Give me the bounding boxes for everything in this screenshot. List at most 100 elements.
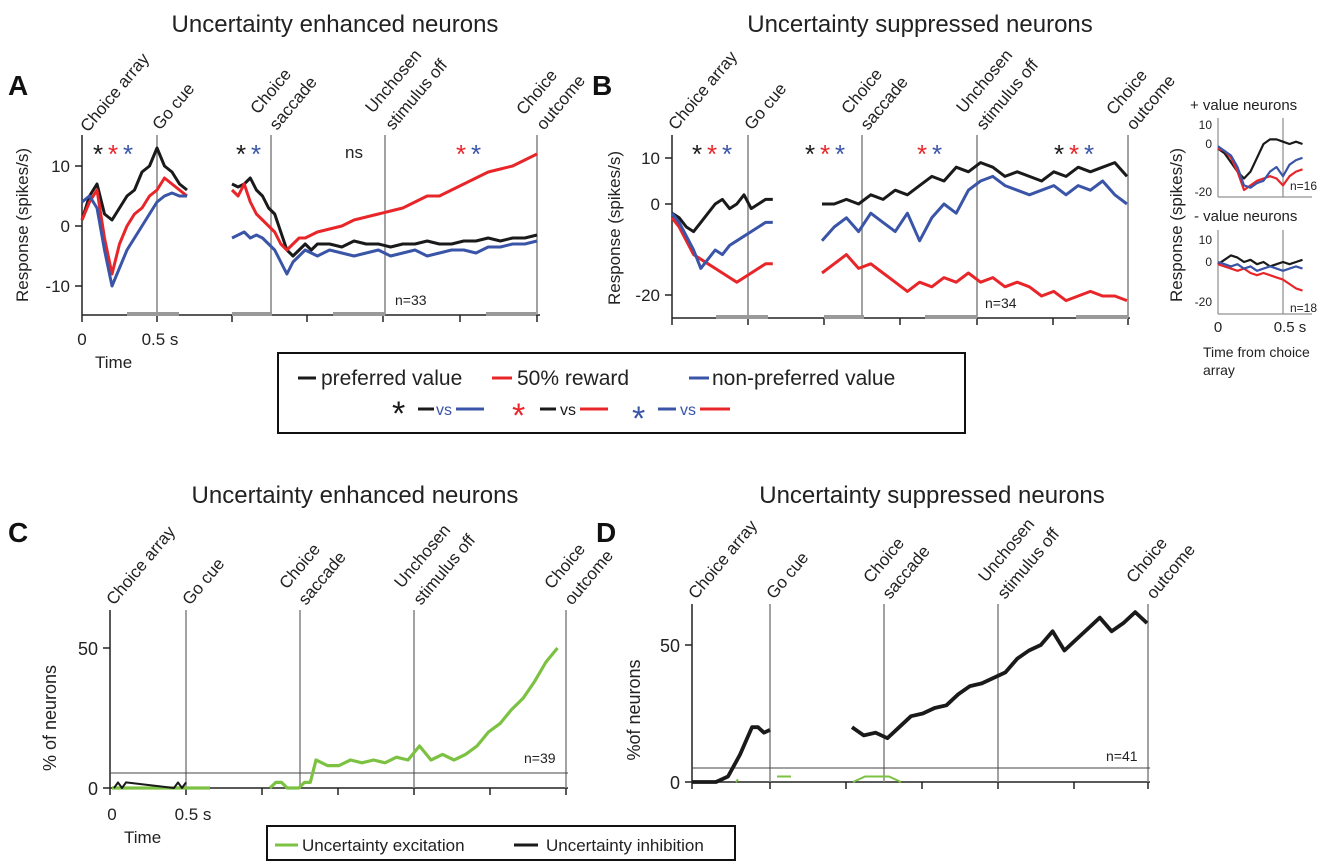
legend-star-red: * — [512, 397, 525, 435]
panel-b-series — [670, 161, 1129, 303]
series-line-uncertainty-excitation — [268, 646, 559, 790]
star-red: * — [1069, 139, 1079, 169]
series-line-non-preferred-value — [81, 191, 187, 288]
panel-d: 50 0 %of neurons Choice array Go cue Cho… — [624, 515, 1199, 793]
legend-vs: vs — [436, 402, 452, 419]
panel-a-y-ticks — [75, 165, 82, 287]
star-blue: * — [123, 139, 133, 169]
star-red: * — [456, 139, 466, 169]
epoch-bar — [1076, 315, 1128, 319]
panel-cd-left-title: Uncertainty enhanced neurons — [192, 482, 519, 509]
legend-ab: preferred value 50% reward non-preferred… — [277, 352, 966, 438]
legend-vs: vs — [680, 402, 696, 419]
legend-ab-box — [277, 352, 966, 434]
panel-letter-a: A — [8, 70, 28, 101]
panel-a-event-go-cue: Go cue — [149, 79, 199, 133]
panel-ab-right-title: Uncertainty suppressed neurons — [747, 11, 1093, 38]
star-red: * — [108, 139, 118, 169]
star-black: * — [1054, 139, 1064, 169]
panel-b-inset: + value neurons - value neurons 10 0 -20… — [1167, 97, 1317, 378]
legend-label-inhibition: Uncertainty inhibition — [546, 836, 704, 855]
panel-b-x-ticks — [671, 318, 1129, 325]
series-line-non-preferred-value — [1217, 260, 1303, 272]
legend-cd: Uncertainty excitation Uncertainty inhib… — [266, 825, 736, 861]
panel-a: 10 0 -10 Response (spikes/s) 0 0.5 s Tim… — [13, 46, 589, 372]
panel-c-x-ticks — [109, 788, 567, 795]
series-line-preferred-value — [80, 146, 188, 222]
series-line-50-reward — [670, 216, 773, 284]
panel-a-y-tick-label: 10 — [51, 157, 70, 176]
series-line-uncertainty-inhibition — [850, 610, 1149, 741]
panel-c-ylabel: % of neurons — [40, 665, 60, 771]
legend-vs: vs — [560, 402, 576, 419]
star-red: * — [820, 139, 830, 169]
panel-a-y-tick-label: 0 — [61, 217, 70, 236]
panel-d-event-go-cue: Go cue — [763, 548, 813, 602]
panel-b-epoch-bars — [716, 315, 1128, 319]
star-red: * — [707, 139, 717, 169]
series-line-preferred-value — [1217, 138, 1303, 180]
series-line-50-reward — [821, 253, 1128, 303]
legend-cd-box — [266, 825, 736, 861]
series-line-non-preferred-value — [1217, 145, 1303, 189]
epoch-bar — [333, 312, 385, 316]
panel-b-n: n=34 — [985, 295, 1017, 311]
star-black: * — [93, 139, 103, 169]
panel-b-y-tick-label: 10 — [641, 149, 660, 168]
panel-b-ylabel: Response (spikes/s) — [605, 151, 624, 305]
panel-ab-left-title: Uncertainty enhanced neurons — [172, 11, 499, 38]
panel-letter-c: C — [8, 517, 28, 548]
inset-y-label: Response (spikes/s) — [1167, 148, 1186, 302]
epoch-bar — [716, 315, 768, 319]
inset-top-n: n=16 — [1290, 179, 1317, 193]
panel-a-x-tick-0: 0 — [77, 330, 86, 349]
series-line-preferred-value — [1217, 254, 1303, 268]
series-line-uncertainty-excitation — [852, 775, 902, 783]
panel-c-y-tick-label: 0 — [88, 779, 98, 799]
star-blue: * — [471, 139, 481, 169]
panel-b-event-go-cue: Go cue — [741, 79, 791, 133]
panel-b-event-choice-array: Choice array — [665, 47, 742, 133]
panel-c-y-tick-label: 50 — [78, 639, 98, 659]
series-line-50-reward — [1217, 263, 1303, 292]
series-line-non-preferred-value — [820, 174, 1128, 243]
panel-b-y-tick-label: -20 — [635, 286, 660, 305]
inset-bottom-series — [1217, 254, 1303, 292]
star-blue: * — [835, 139, 845, 169]
epoch-bar — [486, 312, 536, 316]
star-black: * — [236, 139, 246, 169]
epoch-bar — [232, 312, 272, 316]
inset-bottom-y-tick: -20 — [1195, 295, 1213, 309]
legend-label-nonpreferred: non-preferred value — [712, 367, 895, 390]
panel-letter-b: B — [592, 70, 612, 101]
epoch-bar — [824, 315, 864, 319]
panel-c-series — [112, 646, 559, 790]
star-red: * — [917, 139, 927, 169]
series-line-preferred-value — [671, 193, 773, 234]
panel-b-y-tick-label: 0 — [651, 195, 660, 214]
panel-d-x-ticks — [691, 782, 1149, 789]
panel-a-ylabel: Response (spikes/s) — [13, 148, 32, 302]
panel-c-x-tick-0: 0 — [107, 805, 116, 824]
inset-x-label: Time from choice — [1203, 344, 1310, 360]
panel-b: 10 0 -20 Response (spikes/s) Choice arra… — [605, 46, 1179, 325]
epoch-bar — [925, 315, 977, 319]
panel-c-event-go-cue: Go cue — [179, 554, 229, 608]
panel-a-epoch-bars — [127, 312, 536, 316]
series-line-50-reward — [80, 176, 188, 276]
panel-d-ylabel: %of neurons — [624, 659, 644, 760]
panel-d-series — [692, 610, 1149, 784]
inset-x-tick-0: 0 — [1214, 319, 1222, 336]
inset-bottom-n: n=18 — [1290, 301, 1317, 315]
panel-a-event-choice-array: Choice array — [77, 49, 154, 135]
panel-a-ns: ns — [345, 143, 363, 162]
panel-c-time-label: Time — [124, 828, 161, 847]
star-black: * — [692, 139, 702, 169]
series-line-uncertainty-excitation — [735, 778, 739, 783]
panel-d-event-lines — [769, 604, 1149, 782]
panel-c-event-lines — [185, 610, 567, 788]
series-line-preferred-value — [231, 176, 538, 258]
legend-label-preferred: preferred value — [321, 367, 462, 390]
series-line-uncertainty-inhibition — [692, 725, 771, 784]
